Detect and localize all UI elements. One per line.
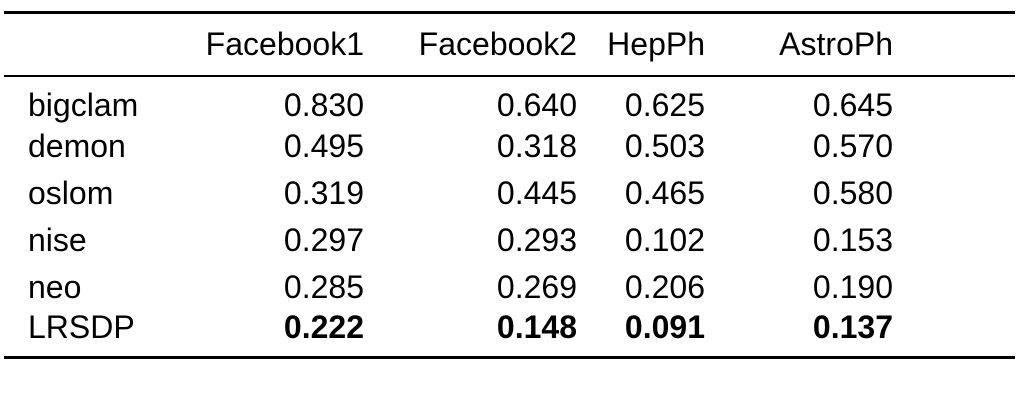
value-cell: 0.091 [624, 309, 705, 346]
value-cell: 0.297 [283, 222, 364, 258]
value-cell: 0.319 [283, 175, 364, 211]
results-table: Facebook1 Facebook2 HepPh AstroPh bigclam 0.… [4, 11, 1015, 359]
row-label: oslom [28, 175, 114, 211]
table-row-nise: nise 0.297 0.293 0.102 0.153 [4, 217, 1015, 264]
table-header: Facebook1 Facebook2 HepPh AstroPh [4, 12, 1015, 77]
value-cell: 0.495 [283, 128, 364, 164]
row-label: LRSDP [28, 309, 135, 346]
value-cell: 0.570 [812, 128, 893, 164]
header-spacer-cell [893, 12, 1015, 77]
value-cell: 0.293 [496, 222, 577, 258]
row-spacer-cell [893, 264, 1015, 311]
value-cell: 0.190 [812, 269, 893, 305]
value-cell: 0.285 [283, 269, 364, 305]
table-body: bigclam 0.830 0.640 0.625 0.645 demon 0.495 0.3… [4, 76, 1015, 358]
results-table-wrap: Facebook1 Facebook2 HepPh AstroPh bigclam 0.… [4, 11, 1015, 359]
value-cell: 0.625 [624, 86, 705, 123]
corner-cell [4, 12, 204, 77]
row-spacer-cell [893, 311, 1015, 358]
column-header-hepph: HepPh [577, 12, 705, 77]
value-cell: 0.137 [812, 309, 893, 346]
value-cell: 0.206 [624, 269, 705, 305]
column-header-facebook2: Facebook2 [364, 12, 577, 77]
value-cell: 0.503 [624, 128, 705, 164]
column-header-facebook1: Facebook1 [204, 12, 364, 77]
row-label: bigclam [28, 86, 139, 123]
value-cell: 0.148 [496, 309, 577, 346]
value-cell: 0.153 [812, 222, 893, 258]
row-label: nise [28, 222, 87, 258]
row-label: neo [28, 269, 82, 305]
row-spacer-cell [893, 123, 1015, 170]
row-spacer-cell [893, 170, 1015, 217]
value-cell: 0.640 [496, 86, 577, 123]
row-label: demon [28, 128, 126, 164]
row-spacer-cell [893, 76, 1015, 123]
table-row-oslom: oslom 0.319 0.445 0.465 0.580 [4, 170, 1015, 217]
value-cell: 0.318 [496, 128, 577, 164]
value-cell: 0.445 [496, 175, 577, 211]
value-cell: 0.222 [283, 309, 364, 346]
row-spacer-cell [893, 217, 1015, 264]
value-cell: 0.580 [812, 175, 893, 211]
header-row: Facebook1 Facebook2 HepPh AstroPh [4, 12, 1015, 77]
value-cell: 0.102 [624, 222, 705, 258]
column-header-astroph: AstroPh [705, 12, 893, 77]
table-row-neo: neo 0.285 0.269 0.206 0.190 [4, 264, 1015, 311]
value-cell: 0.645 [812, 86, 893, 123]
value-cell: 0.830 [283, 86, 364, 123]
value-cell: 0.269 [496, 269, 577, 305]
table-row-demon: demon 0.495 0.318 0.503 0.570 [4, 123, 1015, 170]
value-cell: 0.465 [624, 175, 705, 211]
table-row-lrsdp: LRSDP 0.222 0.148 0.091 0.137 [4, 311, 1015, 358]
table-row-bigclam: bigclam 0.830 0.640 0.625 0.645 [4, 76, 1015, 123]
